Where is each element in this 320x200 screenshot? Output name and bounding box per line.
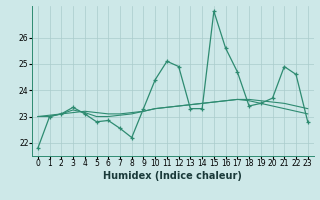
X-axis label: Humidex (Indice chaleur): Humidex (Indice chaleur) (103, 171, 242, 181)
